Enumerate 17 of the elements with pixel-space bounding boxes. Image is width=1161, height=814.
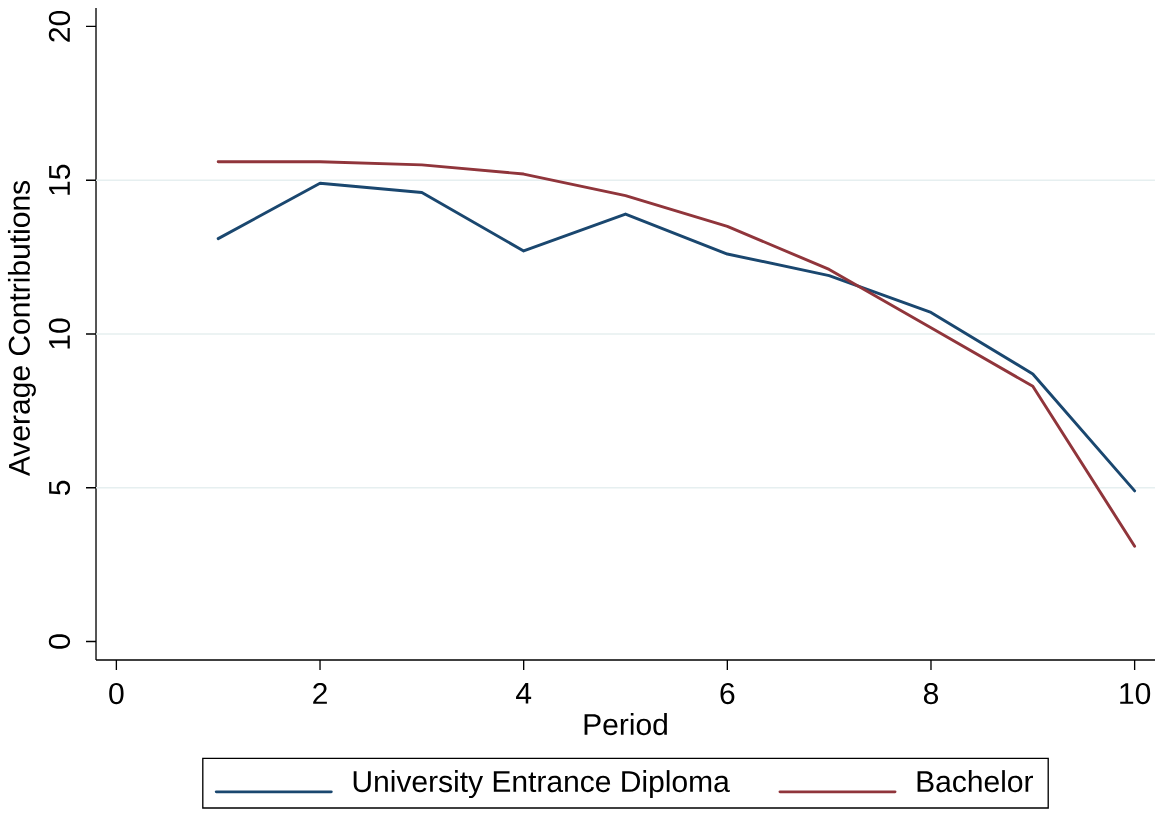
x-tick-label: 2 xyxy=(313,682,327,704)
line-series xyxy=(216,160,1137,548)
legend-label: University Entrance Diploma xyxy=(353,770,730,799)
x-tick-label: 10 xyxy=(1120,682,1151,705)
y-tick-label: 5 xyxy=(49,480,71,495)
y-tick-label: 10 xyxy=(48,318,71,349)
x-tick-label: 0 xyxy=(109,682,124,705)
y-tick-label: 15 xyxy=(49,164,71,195)
line-series xyxy=(216,181,1137,493)
y-tick-label: 0 xyxy=(48,634,71,649)
x-axis-title: Period xyxy=(584,713,667,736)
y-axis-title: Average Contributions xyxy=(7,181,36,477)
legend-label: Bachelor xyxy=(917,770,1034,793)
y-tick-label: 20 xyxy=(48,10,71,42)
x-tick-label: 4 xyxy=(516,682,532,704)
x-tick-label: 8 xyxy=(923,682,939,705)
x-tick-label: 6 xyxy=(720,682,735,705)
